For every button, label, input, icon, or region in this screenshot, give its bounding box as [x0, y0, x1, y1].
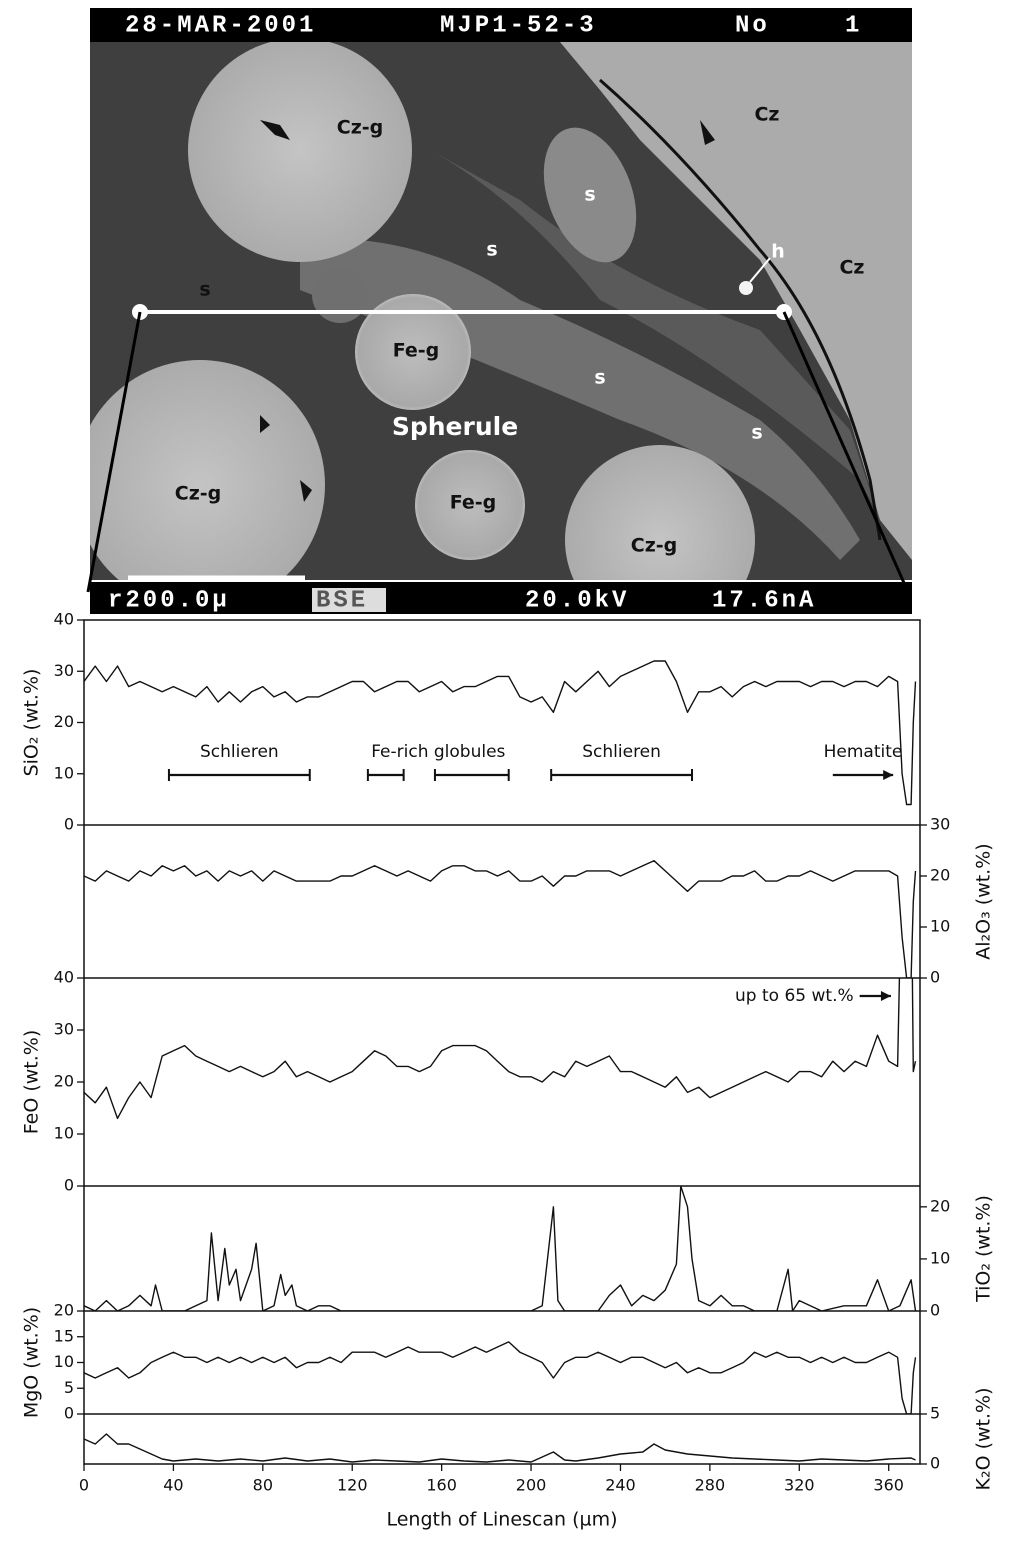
number: 1	[845, 12, 862, 39]
date: 28-MAR-2001	[125, 12, 316, 39]
sem-image: Cz-g Cz Cz s s s h Fe-g Spherule s s Cz-…	[86, 8, 912, 614]
annotation: Schlieren	[582, 742, 661, 762]
y-tick-label: 10	[54, 1352, 74, 1371]
y-axis-label: SiO₂ (wt.%)	[21, 669, 43, 777]
y-tick-label: 0	[930, 1454, 940, 1473]
y-tick-label: 20	[930, 1196, 950, 1215]
data-line	[84, 860, 917, 978]
x-tick-label: 240	[605, 1476, 636, 1495]
data-line	[84, 1341, 917, 1414]
x-tick-label: 40	[163, 1476, 183, 1495]
y-tick-label: 5	[64, 1378, 74, 1397]
sample: MJP1-52-3	[440, 12, 597, 39]
x-tick-label: 320	[784, 1476, 815, 1495]
number-label: No	[735, 12, 770, 39]
grain	[90, 360, 325, 580]
y-tick-label: 30	[54, 1020, 74, 1039]
sem-label: Cz-g	[631, 535, 678, 557]
annotation: up to 65 wt.%	[735, 986, 854, 1006]
sem-label: s	[584, 184, 595, 206]
arrow-head	[883, 770, 894, 780]
data-line	[84, 1186, 917, 1311]
grain	[188, 42, 412, 262]
y-tick-label: 0	[930, 1301, 940, 1320]
sem-label: Spherule	[392, 412, 518, 441]
x-tick-label: 280	[695, 1476, 726, 1495]
scale-label: r200.0µ	[108, 587, 230, 614]
fe-globule	[415, 450, 525, 560]
pointer	[749, 257, 771, 283]
schlieren-lens	[543, 127, 637, 263]
annotation: Schlieren	[200, 742, 279, 762]
sem-label: s	[199, 279, 210, 301]
x-tick-label: 0	[79, 1476, 89, 1495]
footer-bar	[90, 582, 912, 614]
y-axis-label: TiO₂ (wt.%)	[973, 1195, 995, 1303]
y-tick-label: 10	[54, 1124, 74, 1143]
y-tick-label: 20	[54, 712, 74, 731]
y-tick-label: 40	[54, 968, 74, 987]
sem-label: h	[771, 241, 785, 263]
sem-label: Cz	[839, 257, 864, 279]
x-tick-label: 120	[337, 1476, 368, 1495]
annotation: Fe-rich globules	[371, 742, 505, 762]
sem-label: Cz-g	[175, 483, 222, 505]
data-line	[84, 1433, 916, 1463]
y-tick-label: 40	[54, 610, 74, 629]
y-tick-label: 20	[930, 866, 950, 885]
x-axis-label: Length of Linescan (µm)	[386, 1509, 617, 1531]
y-tick-label: 10	[930, 917, 950, 936]
sem-label: s	[751, 422, 762, 444]
plot-frame	[83, 619, 921, 1465]
y-tick-label: 20	[54, 1072, 74, 1091]
grain	[565, 445, 755, 580]
x-tick-label: 160	[426, 1476, 457, 1495]
y-axis-label: MgO (wt.%)	[21, 1307, 43, 1418]
sem-label: Cz-g	[337, 117, 384, 139]
current: 17.6nA	[712, 587, 816, 614]
y-tick-label: 20	[54, 1301, 74, 1320]
zoom-line	[86, 311, 142, 593]
arrow-head	[880, 991, 891, 1001]
header-bar	[90, 8, 912, 42]
y-tick-label: 0	[64, 1404, 74, 1423]
data-line	[84, 660, 917, 806]
y-tick-label: 5	[930, 1404, 940, 1423]
mode: BSE	[316, 587, 368, 614]
x-tick-label: 80	[253, 1476, 273, 1495]
y-tick-label: 30	[930, 815, 950, 834]
x-tick-label: 360	[873, 1476, 904, 1495]
crack	[599, 78, 882, 541]
y-axis-label: FeO (wt.%)	[21, 1030, 43, 1134]
data-line	[84, 978, 917, 1120]
y-tick-label: 10	[54, 763, 74, 782]
sem-label: s	[594, 367, 605, 389]
y-axis-label: Al₂O₃ (wt.%)	[973, 843, 995, 959]
y-tick-label: 0	[64, 1176, 74, 1195]
fe-globule	[355, 294, 471, 410]
x-tick-label: 200	[516, 1476, 547, 1495]
voltage: 20.0kV	[525, 587, 629, 614]
y-tick-label: 10	[930, 1248, 950, 1267]
y-tick-label: 0	[930, 968, 940, 987]
sem-label: s	[486, 239, 497, 261]
sem-label: Cz	[754, 104, 779, 126]
hematite	[739, 281, 753, 295]
y-axis-label: K₂O (wt.%)	[973, 1388, 995, 1491]
mode-box	[312, 588, 386, 612]
y-tick-label: 15	[54, 1326, 74, 1345]
cz-region	[560, 42, 912, 560]
zoom-line	[782, 311, 910, 593]
sem-label: Fe-g	[393, 340, 440, 362]
globule	[312, 267, 368, 323]
sem-label: Fe-g	[450, 492, 497, 514]
y-tick-label: 30	[54, 661, 74, 680]
y-tick-label: 0	[64, 815, 74, 834]
annotation: Hematite	[824, 742, 903, 762]
